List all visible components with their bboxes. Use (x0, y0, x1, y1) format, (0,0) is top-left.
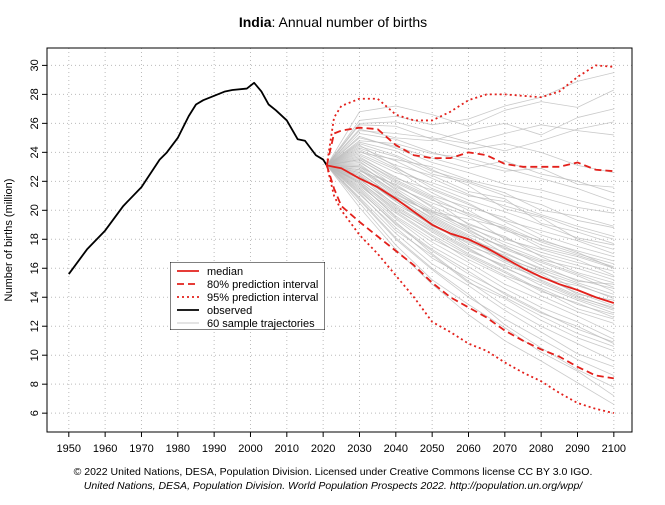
series-line (326, 156, 614, 255)
series-line (326, 89, 615, 166)
series-line (326, 133, 614, 188)
series-line (325, 165, 614, 380)
series-line (326, 164, 615, 304)
series-line (326, 164, 614, 272)
series-line (326, 121, 614, 166)
series-line (326, 154, 614, 237)
series-line (326, 147, 614, 240)
series-line (326, 165, 614, 368)
x-tick-label: 2050 (420, 443, 444, 455)
series-line (326, 164, 614, 288)
series-line (326, 108, 614, 166)
series-line (326, 165, 615, 340)
grid (47, 48, 632, 432)
title-text: : Annual number of births (272, 14, 428, 30)
y-tick-label: 14 (29, 291, 41, 303)
series-line (326, 165, 614, 307)
legend-label: observed (207, 305, 252, 317)
x-tick-label: 2100 (602, 443, 626, 455)
y-tick-label: 20 (29, 204, 41, 216)
x-tick-label: 2030 (347, 443, 371, 455)
x-tick-label: 1980 (166, 443, 190, 455)
series-line (326, 124, 614, 166)
y-tick-label: 12 (29, 320, 41, 332)
series-line (326, 165, 614, 314)
series-line (325, 126, 614, 173)
series-line (326, 165, 615, 388)
series-line (326, 157, 614, 258)
y-tick-label: 28 (29, 88, 41, 100)
series-line (326, 150, 614, 246)
legend-label: 60 sample trajectories (207, 318, 315, 330)
plot-frame (46, 47, 633, 433)
x-tick-label: 2090 (565, 443, 589, 455)
x-tick-label: 2010 (275, 443, 299, 455)
series-line (326, 160, 614, 276)
series-line (326, 143, 614, 227)
y-tick-label: 26 (29, 117, 41, 129)
series-line (326, 165, 615, 344)
legend-label: 80% prediction interval (207, 279, 318, 291)
title-country: India (239, 14, 272, 30)
y-tick-label: 18 (29, 233, 41, 245)
y-tick-label: 16 (29, 262, 41, 274)
series-line (326, 164, 614, 311)
series-line (68, 81, 328, 275)
series-line (325, 64, 614, 166)
axes: 1950 1960 1970 1980 1990 2000 2010 2020 2030 2040… (29, 59, 626, 455)
legend-label: 95% prediction interval (207, 292, 318, 304)
series-line (326, 165, 614, 376)
series-line (326, 165, 615, 405)
x-tick-label: 1960 (93, 443, 117, 455)
x-tick-label: 2040 (384, 443, 408, 455)
y-tick-label: 24 (29, 146, 41, 158)
legend-label: median (207, 266, 243, 278)
y-tick-label: 22 (29, 175, 41, 187)
series-line (326, 149, 614, 245)
series-line (326, 141, 614, 250)
citation-note: United Nations, DESA, Population Divisio… (84, 480, 584, 492)
legend-frame (170, 262, 325, 330)
series-line (326, 159, 614, 269)
series-line (326, 165, 614, 318)
series-line (326, 164, 614, 300)
source-note: © 2022 United Nations, DESA, Population … (74, 466, 593, 478)
series-line (326, 135, 614, 210)
series-line (326, 140, 614, 202)
y-tick-label: 10 (29, 349, 41, 361)
x-tick-label: 2020 (311, 443, 335, 455)
series-line (326, 165, 614, 347)
series-line (326, 153, 614, 262)
series-line (325, 165, 615, 415)
y-tick-label: 6 (29, 410, 41, 416)
plot-area (68, 64, 615, 415)
y-tick-label: 30 (29, 59, 41, 71)
y-axis-label: Number of births (million) (3, 179, 15, 302)
y-tick-label: 8 (29, 381, 41, 387)
x-tick-label: 1990 (202, 443, 226, 455)
series-line (326, 165, 615, 397)
series-line (326, 159, 614, 284)
x-tick-label: 2000 (238, 443, 262, 455)
x-tick-label: 1970 (129, 443, 153, 455)
x-tick-label: 2080 (529, 443, 553, 455)
series-line (326, 162, 614, 265)
chart-title: India: Annual number of births (239, 14, 427, 30)
series-line (326, 164, 614, 289)
x-tick-label: 2060 (456, 443, 480, 455)
series-line (326, 146, 614, 229)
series-line (326, 72, 614, 166)
series-line (326, 165, 615, 362)
x-tick-label: 2070 (493, 443, 517, 455)
series-line (326, 124, 614, 174)
x-tick-label: 1950 (57, 443, 81, 455)
